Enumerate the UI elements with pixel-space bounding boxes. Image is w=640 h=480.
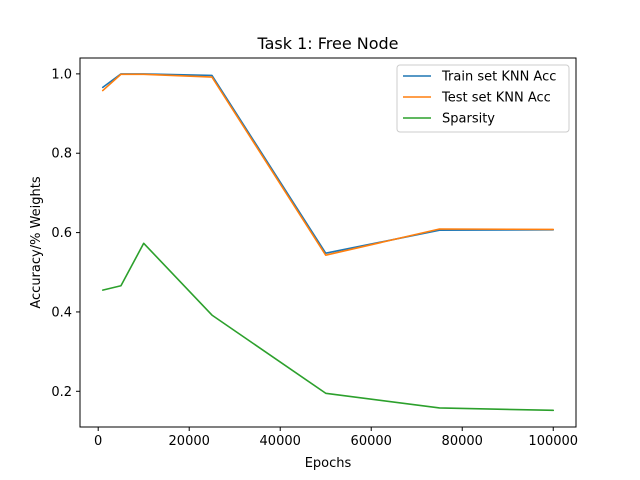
- series-line-test-set-knn-acc: [101, 73, 555, 256]
- x-tick-label: 80000: [442, 434, 483, 449]
- legend-label: Test set KNN Acc: [441, 91, 551, 106]
- y-tick-label: 0.8: [51, 147, 72, 162]
- plot-frame: [79, 57, 577, 428]
- x-tick-label: 60000: [351, 434, 392, 449]
- x-tick-label: 0: [94, 434, 102, 449]
- y-tick-label: 0.6: [51, 226, 72, 241]
- legend-box: [396, 64, 570, 133]
- x-tick-label: 40000: [260, 434, 301, 449]
- x-tick-label: 100000: [528, 434, 578, 449]
- y-tick-label: 1.0: [51, 67, 72, 82]
- y-tick-label: 0.2: [51, 385, 72, 400]
- legend: Train set KNN Acc Test set KNN Acc Sparsit…: [396, 64, 570, 133]
- y-tick-label: 0.4: [51, 305, 72, 320]
- x-axis-label: Epochs: [305, 456, 352, 471]
- y-axis-label: Accuracy/% Weights: [29, 176, 44, 309]
- legend-label: Train set KNN Acc: [441, 70, 556, 85]
- legend-label: Sparsity: [442, 112, 495, 127]
- chart-title: Task 1: Free Node: [256, 34, 398, 53]
- series-line-sparsity: [101, 242, 555, 412]
- x-tick-label: 20000: [169, 434, 210, 449]
